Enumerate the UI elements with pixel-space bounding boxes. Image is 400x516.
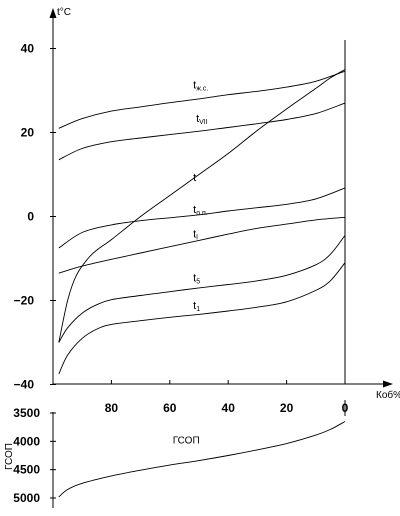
series-line-2 <box>58 69 346 343</box>
series-label-5: t5 <box>193 273 200 286</box>
gsop-series-label: ГСОП <box>173 436 200 447</box>
gsop-y-tick-label: 4000 <box>13 434 40 448</box>
y-tick-label: 40 <box>21 42 35 56</box>
gsop-series-line <box>58 421 346 498</box>
gsop-curves <box>58 421 346 498</box>
y-axis-arrow-icon <box>49 8 57 18</box>
y-tick-label: −40 <box>14 378 35 392</box>
gsop-y-tick-label: 4500 <box>13 463 40 477</box>
gsop-labels: ГСОП <box>173 436 200 447</box>
main-axes <box>49 8 393 388</box>
gsop-y-tick-label: 5000 <box>13 491 40 505</box>
series-label-6: t1 <box>193 300 200 313</box>
series-label-1: tVII <box>196 113 208 126</box>
y-tick-label: −20 <box>14 294 35 308</box>
series-line-0 <box>58 70 346 129</box>
y-tick-label: 0 <box>27 210 34 224</box>
y-axis-label: t°C <box>57 7 71 18</box>
series-labels: tж.с. tVII t tо.п. tl t5 t1 <box>193 79 208 313</box>
x-tick-label: 40 <box>222 401 236 415</box>
gsop-y-tick-label: 3500 <box>13 406 40 420</box>
main-curves <box>58 69 346 375</box>
series-label-2: t <box>193 172 196 184</box>
series-line-5 <box>58 235 346 343</box>
x-axis-label: Коб% <box>376 389 400 401</box>
gsop-y-axis-label: ГСОП <box>4 443 15 470</box>
y-tick-label: 20 <box>21 126 35 140</box>
gsop-axes <box>50 400 346 508</box>
x-axis-arrow-icon <box>383 380 393 388</box>
series-label-3: tо.п. <box>193 204 208 217</box>
series-line-4 <box>58 216 346 274</box>
series-label-4: tl <box>193 229 198 242</box>
x-tick-label: 80 <box>105 401 119 415</box>
series-line-6 <box>58 262 346 375</box>
series-label-0: tж.с. <box>193 79 208 92</box>
x-tick-label: 20 <box>280 401 294 415</box>
series-line-3 <box>58 187 346 249</box>
series-line-1 <box>58 102 346 161</box>
gsop-tick-labels: 3500 4000 4500 5000 ГСОП <box>4 406 40 505</box>
x-tick-label: 60 <box>163 401 177 415</box>
